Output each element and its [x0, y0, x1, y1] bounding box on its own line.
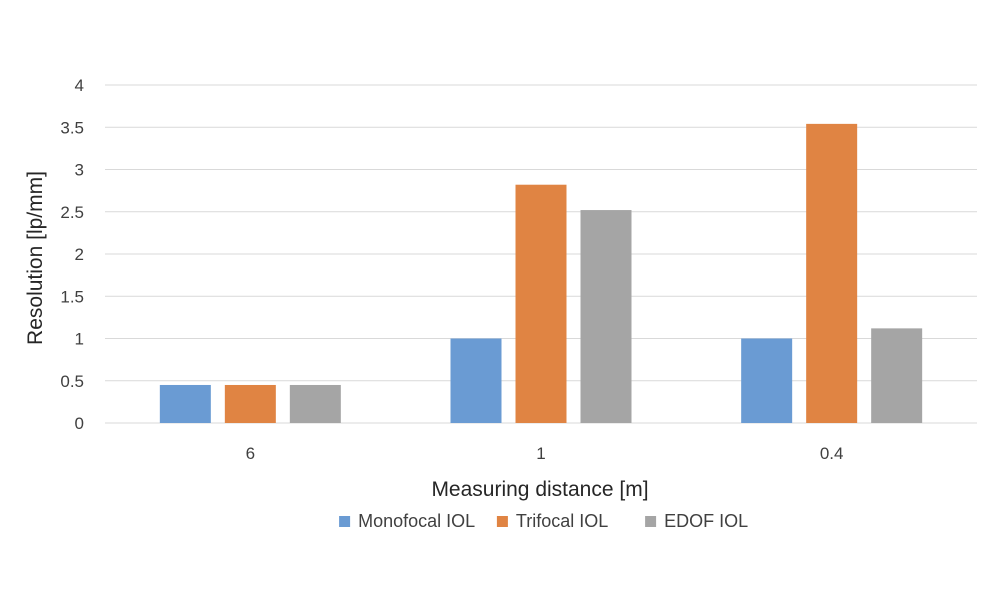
legend-label: Monofocal IOL	[358, 511, 475, 531]
x-axis-ticks: 6 1 0.4	[246, 444, 844, 463]
y-tick-label: 0.5	[60, 372, 84, 391]
bar-edof-iol-0.4	[871, 328, 923, 423]
bar-edof-iol-1	[580, 210, 632, 423]
x-tick-label: 0.4	[820, 444, 844, 463]
bar-monofocal-iol-0.4	[741, 338, 793, 423]
bars	[159, 123, 923, 424]
y-tick-label: 1.5	[60, 287, 84, 306]
legend-label: EDOF IOL	[664, 511, 748, 531]
legend: Monofocal IOL Trifocal IOL EDOF IOL	[339, 511, 748, 531]
y-tick-label: 2.5	[60, 203, 84, 222]
y-tick-label: 3.5	[60, 118, 84, 137]
y-tick-label: 2	[75, 245, 84, 264]
legend-swatch	[339, 516, 351, 527]
legend-swatch	[496, 516, 508, 527]
y-axis-ticks: 0 0.5 1 1.5 2 2.5 3 3.5 4	[60, 76, 84, 433]
bar-monofocal-iol-6	[159, 384, 211, 423]
legend-label: Trifocal IOL	[516, 511, 608, 531]
y-axis-title: Resolution [lp/mm]	[24, 171, 47, 345]
y-tick-label: 3	[75, 161, 84, 180]
x-tick-label: 1	[536, 444, 545, 463]
y-tick-label: 0	[75, 414, 84, 433]
bar-monofocal-iol-1	[450, 338, 502, 423]
x-axis-title: Measuring distance [m]	[431, 478, 648, 501]
y-tick-label: 1	[75, 330, 84, 349]
bar-edof-iol-6	[289, 384, 341, 423]
bar-trifocal-iol-1	[515, 184, 567, 423]
bar-trifocal-iol-0.4	[806, 123, 858, 424]
x-tick-label: 6	[246, 444, 255, 463]
y-tick-label: 4	[75, 76, 84, 95]
bar-trifocal-iol-6	[224, 384, 276, 423]
legend-swatch	[645, 516, 657, 527]
